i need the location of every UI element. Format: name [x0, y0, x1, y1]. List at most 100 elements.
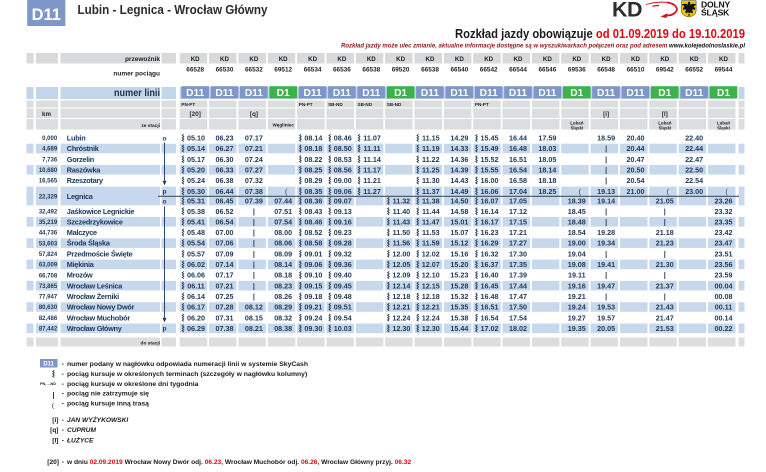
svg-text:11.25: 11.25 — [422, 165, 440, 174]
svg-text:09.06: 09.06 — [304, 260, 322, 269]
svg-text:|: | — [605, 249, 607, 258]
svg-text:ŚLĄSK: ŚLĄSK — [701, 7, 730, 18]
svg-text:14.36: 14.36 — [450, 155, 468, 164]
svg-text:21.43: 21.43 — [656, 303, 674, 312]
svg-text:11.59: 11.59 — [422, 239, 440, 248]
svg-text:05.38: 05.38 — [187, 207, 205, 216]
svg-text:19.04: 19.04 — [568, 249, 586, 258]
svg-text:05.48: 05.48 — [187, 228, 205, 237]
svg-text:09.15: 09.15 — [304, 281, 322, 290]
svg-text:07.38: 07.38 — [216, 324, 234, 333]
svg-text:07.25: 07.25 — [216, 292, 234, 301]
svg-text:09.18: 09.18 — [304, 292, 322, 301]
svg-text:12.18: 12.18 — [422, 292, 440, 301]
svg-text:17.44: 17.44 — [509, 281, 527, 290]
svg-text:18.03: 18.03 — [538, 144, 556, 153]
svg-text:D11: D11 — [186, 88, 204, 99]
svg-text:06.45: 06.45 — [216, 197, 234, 206]
svg-text:Przedmoście Święte: Przedmoście Święte — [67, 249, 133, 258]
svg-text:KD: KD — [612, 0, 642, 22]
svg-text:15.16: 15.16 — [450, 249, 468, 258]
svg-text:09.01: 09.01 — [304, 249, 322, 258]
svg-text:pociąg kursuje w określone dni: pociąg kursuje w określone dni tygodnia — [67, 381, 199, 388]
svg-text:km: km — [42, 111, 51, 118]
svg-text:15.12: 15.12 — [450, 239, 468, 248]
svg-text:pociąg nie zatrzymuje się: pociąg nie zatrzymuje się — [67, 391, 149, 398]
svg-text:[q]: [q] — [250, 111, 258, 118]
svg-text:21.47: 21.47 — [656, 313, 674, 322]
svg-text:15.49: 15.49 — [481, 144, 499, 153]
svg-text:22.40: 22.40 — [685, 134, 703, 143]
svg-text:66538: 66538 — [362, 67, 380, 74]
svg-text:21.23: 21.23 — [656, 239, 674, 248]
svg-text:|: | — [253, 228, 255, 237]
svg-text:21.00: 21.00 — [627, 187, 645, 196]
svg-text:p: p — [163, 326, 167, 333]
svg-text:06.27: 06.27 — [216, 144, 234, 153]
svg-text:08.22: 08.22 — [304, 155, 322, 164]
svg-text:07.31: 07.31 — [216, 313, 234, 322]
svg-text:16.44: 16.44 — [509, 134, 527, 143]
svg-text:05.17: 05.17 — [187, 155, 205, 164]
svg-text:o: o — [163, 135, 167, 142]
svg-text:|: | — [253, 207, 255, 216]
svg-text:|: | — [605, 155, 607, 164]
svg-text:7,736: 7,736 — [42, 157, 58, 163]
svg-text:66542: 66542 — [480, 67, 498, 74]
svg-text:09.13: 09.13 — [334, 207, 352, 216]
svg-text:pociąg kursuje w określonych t: pociąg kursuje w określonych terminach (… — [67, 371, 307, 378]
svg-text:77,947: 77,947 — [39, 295, 58, 301]
svg-text:66532: 66532 — [245, 67, 263, 74]
svg-text:20.50: 20.50 — [627, 165, 645, 174]
svg-text:05.24: 05.24 — [187, 176, 205, 185]
svg-text:Raszówka: Raszówka — [67, 165, 101, 174]
svg-text:|: | — [664, 249, 666, 258]
svg-text:KD: KD — [572, 56, 581, 63]
svg-text:Legnica: Legnica — [67, 192, 94, 201]
svg-text:18.39: 18.39 — [568, 197, 586, 206]
svg-text:19.14: 19.14 — [597, 197, 615, 206]
svg-text:-: - — [62, 361, 64, 368]
svg-text:D1: D1 — [394, 88, 407, 99]
svg-text:19.34: 19.34 — [597, 239, 615, 248]
svg-text:D11: D11 — [362, 88, 380, 99]
svg-text:21.37: 21.37 — [656, 281, 674, 290]
svg-text:07.17: 07.17 — [245, 134, 263, 143]
svg-text:KD: KD — [367, 56, 376, 63]
svg-text:08.26: 08.26 — [274, 292, 292, 301]
svg-text:11.40: 11.40 — [393, 207, 411, 216]
svg-text:Śląski: Śląski — [658, 125, 671, 130]
svg-text:05.41: 05.41 — [187, 217, 205, 226]
svg-text:12.10: 12.10 — [422, 271, 440, 280]
svg-text:00.08: 00.08 — [715, 292, 733, 301]
svg-text:08.36: 08.36 — [304, 197, 322, 206]
svg-text:07.00: 07.00 — [216, 228, 234, 237]
svg-text:14.33: 14.33 — [450, 144, 468, 153]
svg-text:|: | — [253, 249, 255, 258]
svg-text:17.05: 17.05 — [509, 197, 527, 206]
svg-text:4,689: 4,689 — [42, 147, 58, 153]
svg-text:12.02: 12.02 — [422, 249, 440, 258]
svg-text:69512: 69512 — [274, 67, 292, 74]
svg-text:06.44: 06.44 — [216, 187, 234, 196]
svg-text:11.37: 11.37 — [422, 187, 440, 196]
svg-text:12.09: 12.09 — [392, 271, 410, 280]
svg-text:17.04: 17.04 — [509, 187, 527, 196]
svg-text:44,736: 44,736 — [39, 231, 58, 237]
svg-text:11.14: 11.14 — [363, 155, 381, 164]
svg-text:D11: D11 — [450, 88, 468, 99]
svg-text:16.14: 16.14 — [481, 207, 499, 216]
svg-text:69544: 69544 — [715, 67, 733, 74]
svg-text:do stacji: do stacji — [141, 341, 160, 347]
svg-text:09.06: 09.06 — [334, 187, 352, 196]
svg-text:-: - — [62, 371, 64, 378]
svg-text:D11: D11 — [685, 88, 703, 99]
svg-text:07.39: 07.39 — [245, 197, 263, 206]
svg-text:09.10: 09.10 — [304, 271, 322, 280]
svg-text:Wrocław Główny: Wrocław Główny — [67, 324, 123, 333]
svg-text:06.54: 06.54 — [216, 217, 234, 226]
svg-text:22.50: 22.50 — [685, 165, 703, 174]
svg-text:66544: 66544 — [509, 67, 527, 74]
svg-text:06.02: 06.02 — [187, 260, 205, 269]
svg-text:66536: 66536 — [333, 67, 351, 74]
